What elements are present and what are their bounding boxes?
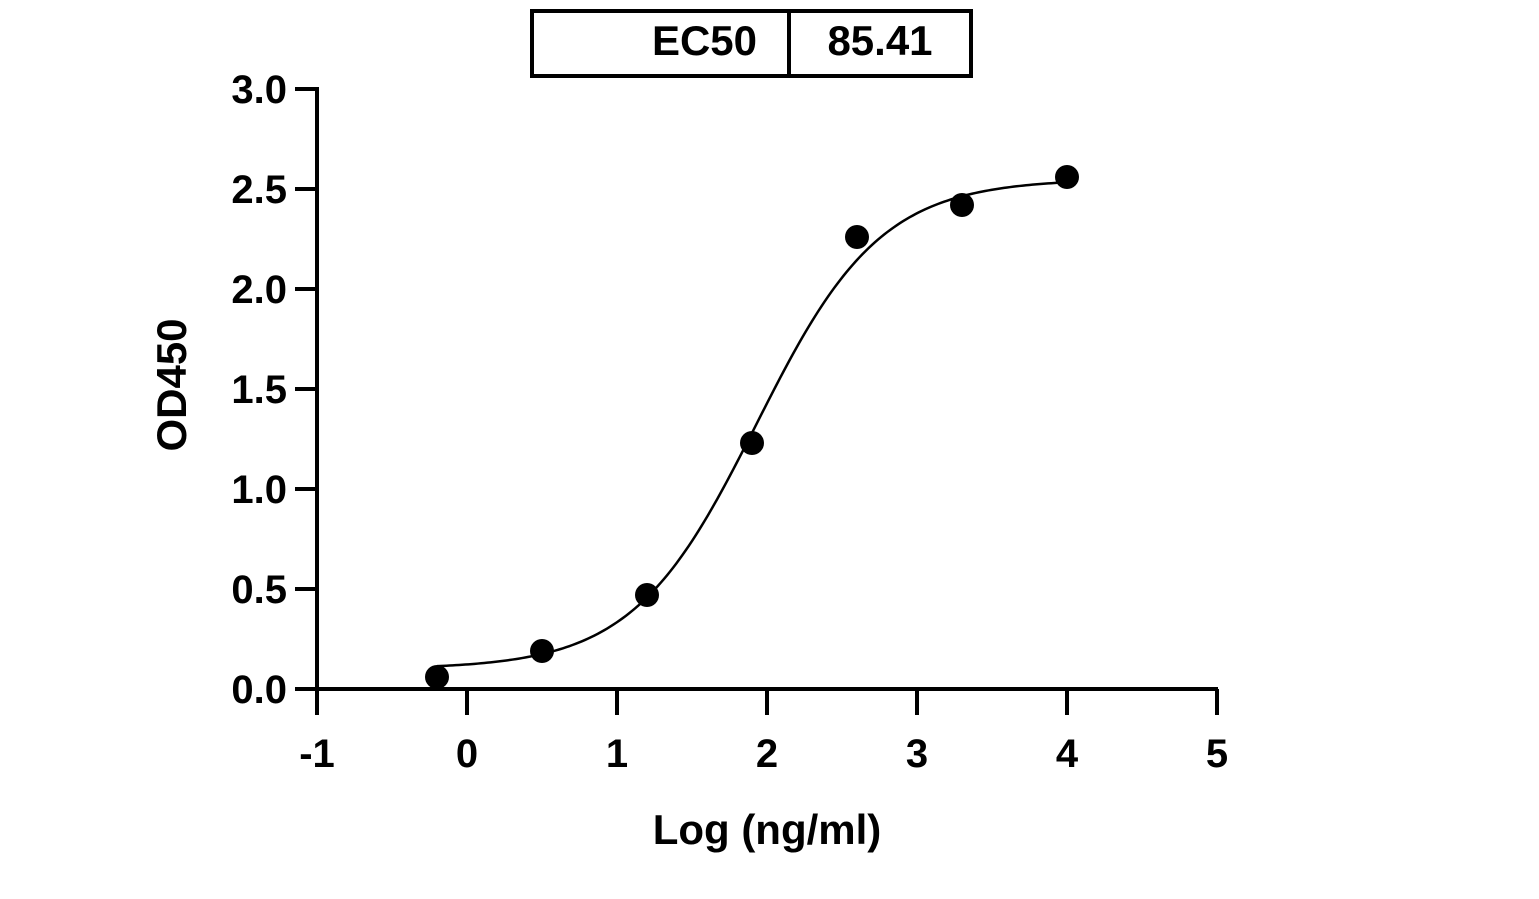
- ec50-table-border: [530, 9, 973, 78]
- data-point: [1055, 165, 1079, 189]
- x-axis-ticks: -1 0 1 2 3 4 5: [299, 689, 1228, 776]
- y-axis-ticks: 0.0 0.5 1.0 1.5 2.0 2.5 3.0: [231, 68, 317, 712]
- x-tick-label: -1: [299, 732, 335, 776]
- y-tick-label: 2.5: [231, 168, 287, 212]
- x-tick-label: 5: [1206, 732, 1228, 776]
- fit-curve: [436, 181, 1068, 668]
- x-tick-label: 3: [906, 732, 928, 776]
- data-point: [740, 431, 764, 455]
- data-point: [635, 583, 659, 607]
- ec50-table: EC50 85.41: [530, 9, 973, 78]
- data-point: [845, 225, 869, 249]
- data-points: [425, 165, 1079, 689]
- ec50-label: EC50: [652, 17, 757, 64]
- y-tick-label: 0.0: [231, 668, 287, 712]
- x-tick-label: 0: [456, 732, 478, 776]
- x-tick-label: 2: [756, 732, 778, 776]
- y-tick-label: 3.0: [231, 68, 287, 112]
- x-tick-label: 4: [1056, 732, 1079, 776]
- y-tick-label: 2.0: [231, 268, 287, 312]
- x-tick-label: 1: [606, 732, 628, 776]
- y-tick-label: 0.5: [231, 568, 287, 612]
- data-point: [950, 193, 974, 217]
- ec50-value: 85.41: [827, 17, 932, 64]
- y-tick-label: 1.5: [231, 368, 287, 412]
- y-tick-label: 1.0: [231, 468, 287, 512]
- data-point: [425, 665, 449, 689]
- data-point: [530, 639, 554, 663]
- x-axis-title: Log (ng/ml): [653, 806, 882, 853]
- axes: [315, 87, 1218, 691]
- y-axis-title: OD450: [148, 318, 195, 451]
